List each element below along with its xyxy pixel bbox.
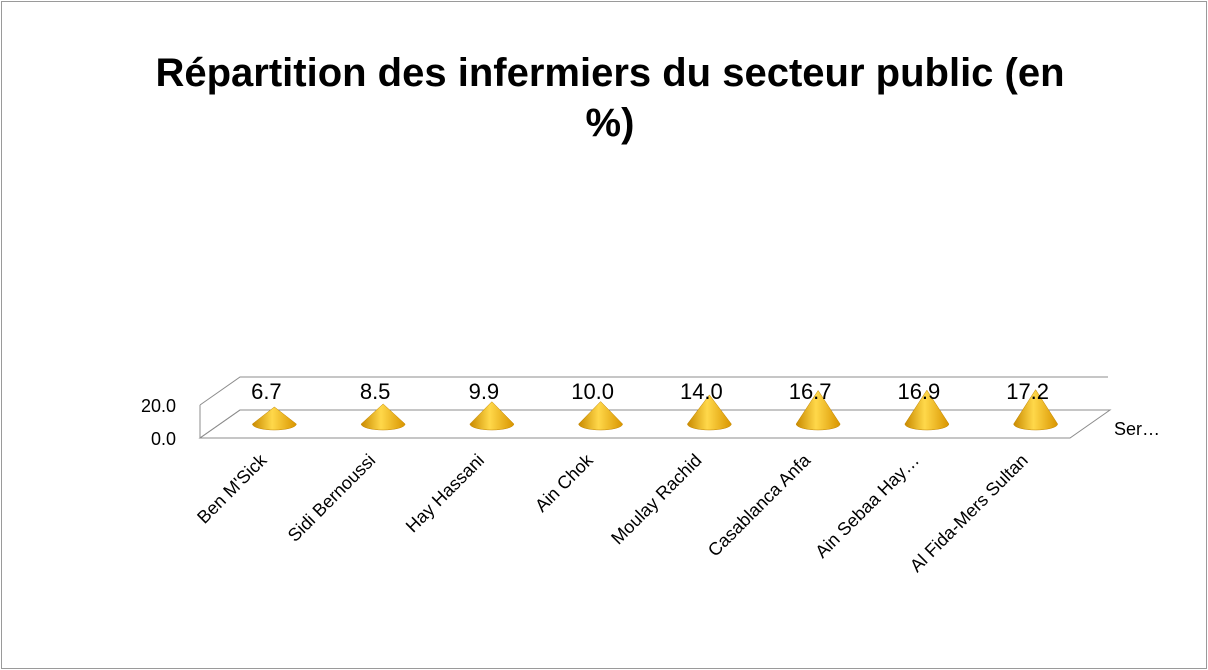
series-label: Ser… xyxy=(1114,419,1160,439)
cone xyxy=(904,389,950,431)
value-label: 14.0 xyxy=(680,379,723,404)
cone xyxy=(252,406,297,431)
cone xyxy=(1013,389,1058,431)
cone xyxy=(360,403,406,431)
value-label: 16.7 xyxy=(789,379,832,404)
value-label: 6.7 xyxy=(251,379,282,404)
value-label: 9.9 xyxy=(469,379,500,404)
y-tick-label: 0.0 xyxy=(151,429,176,449)
grid-line xyxy=(199,376,1108,406)
value-label: 17.2 xyxy=(1006,379,1049,404)
cone xyxy=(469,401,515,431)
cone xyxy=(687,394,732,431)
chart-title: Répartition des infermiers du secteur pu… xyxy=(155,51,1064,145)
y-tick-label: 20.0 xyxy=(141,396,176,416)
cone xyxy=(578,401,623,431)
value-label: 10.0 xyxy=(571,379,614,404)
value-label: 16.9 xyxy=(897,379,940,404)
cone xyxy=(795,389,841,431)
value-label: 8.5 xyxy=(360,379,391,404)
